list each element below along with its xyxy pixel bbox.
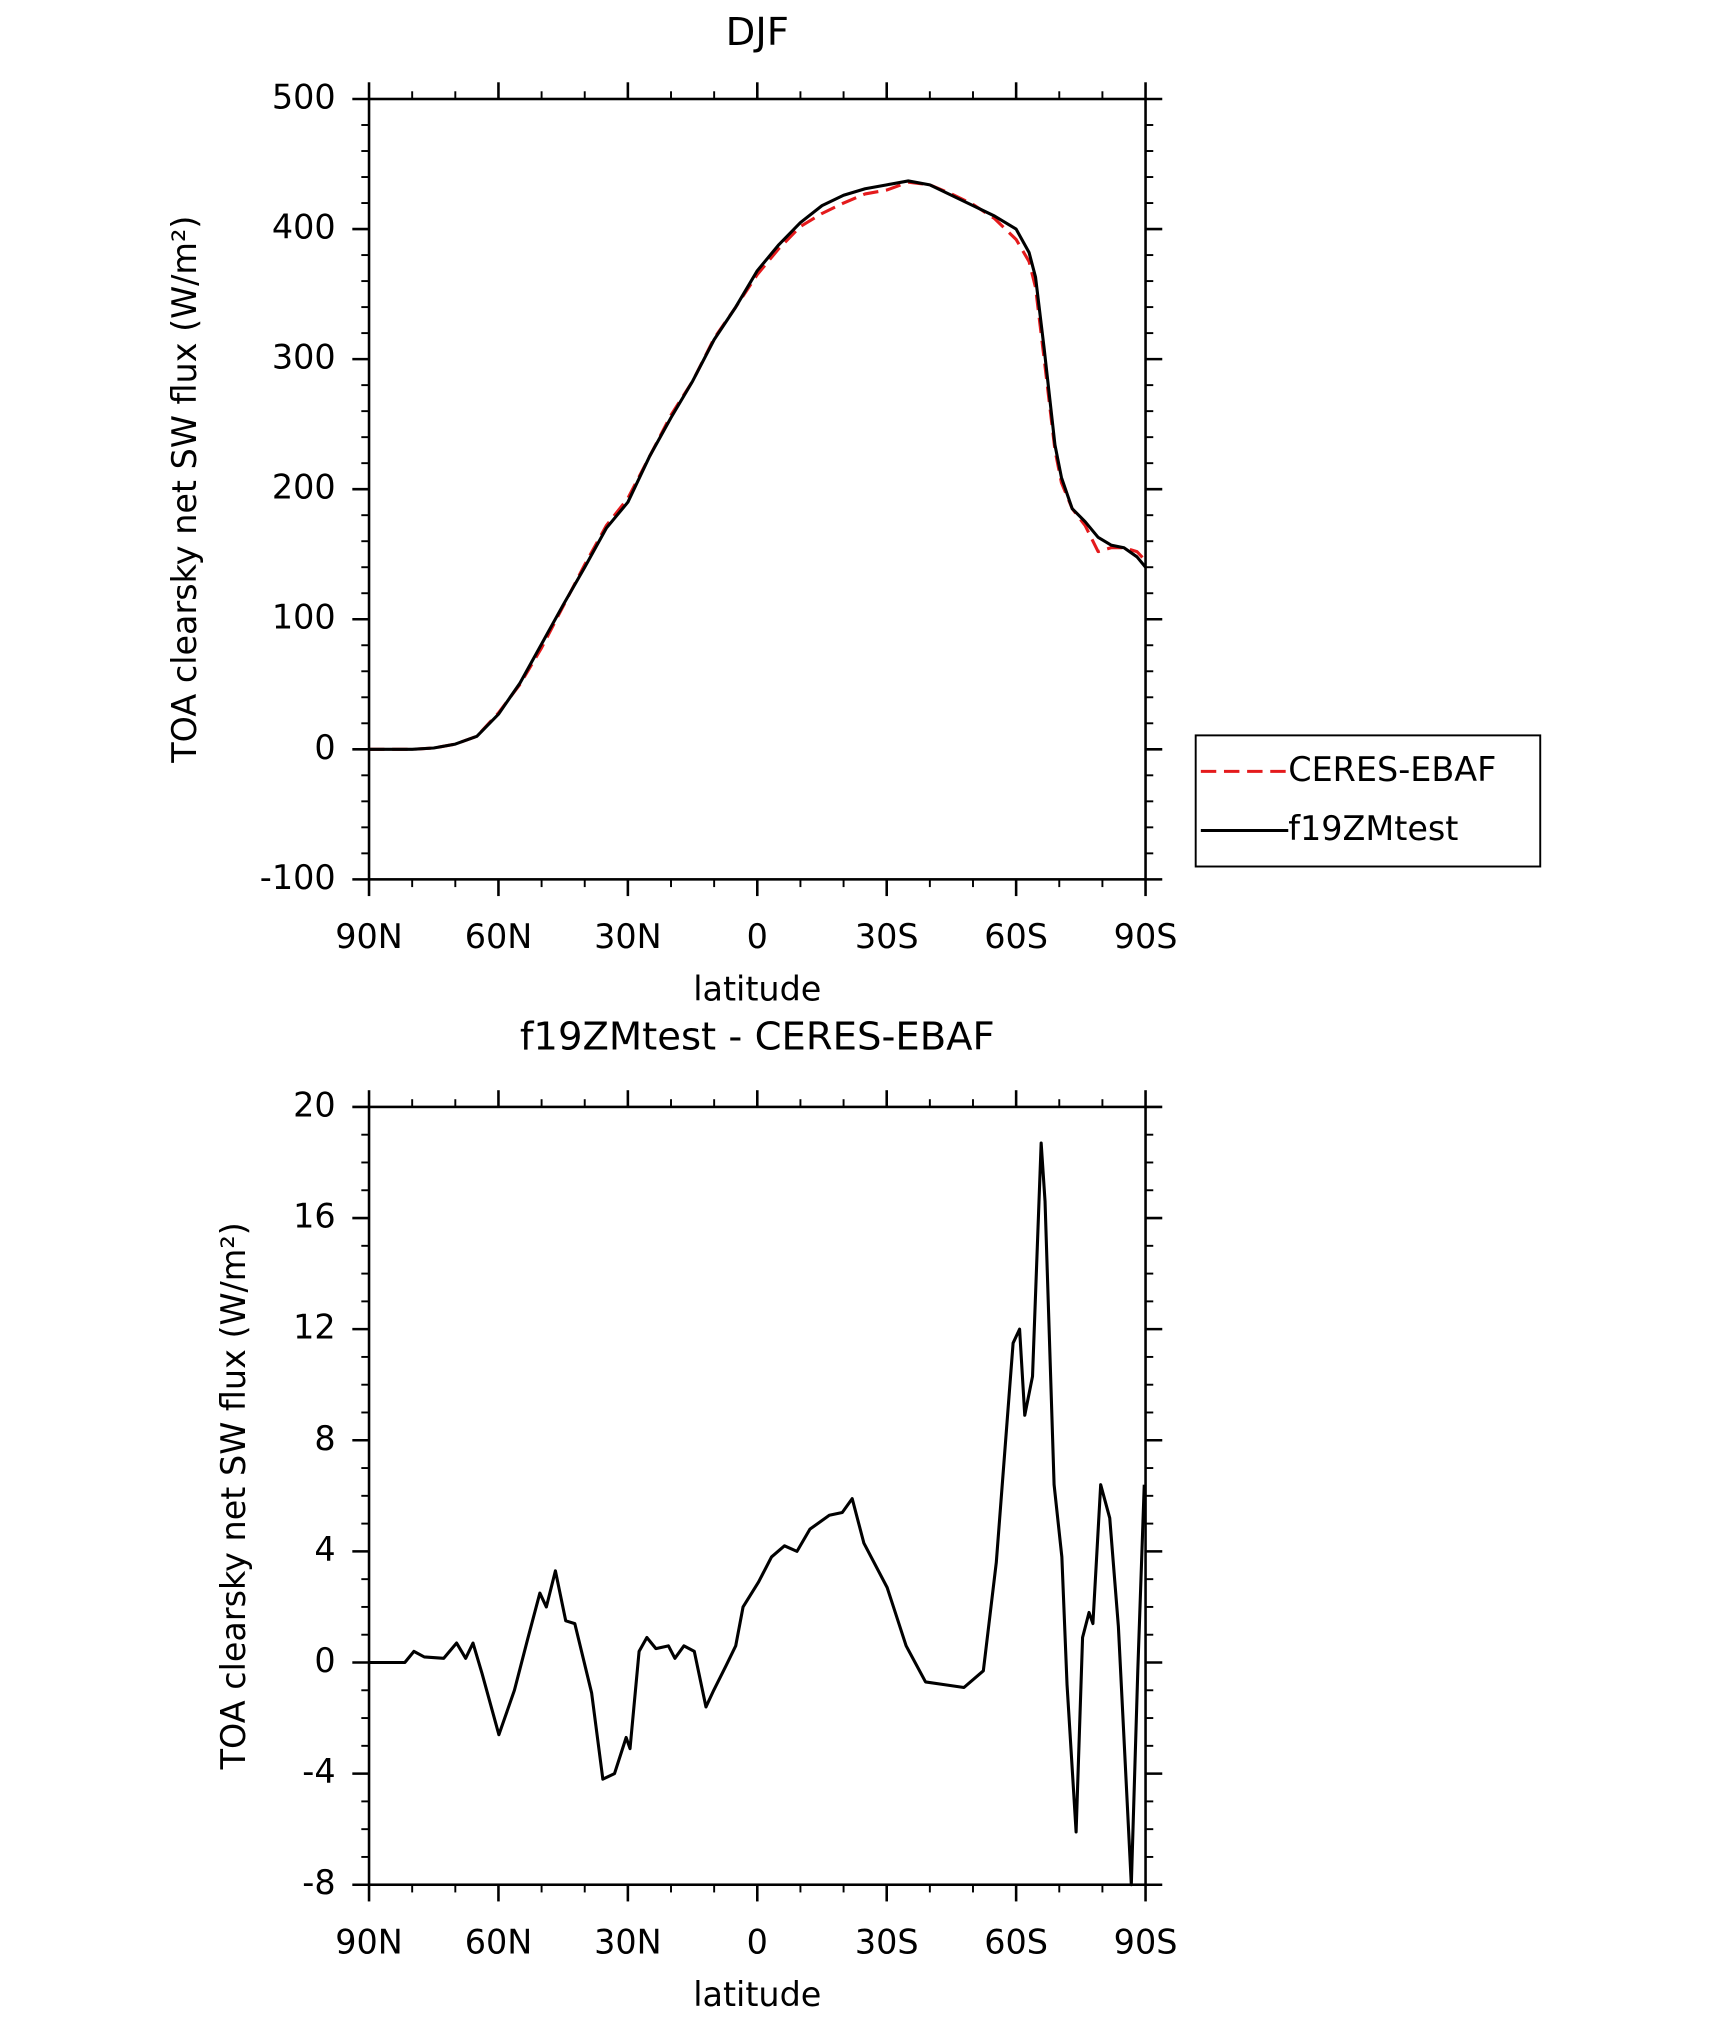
y-tick-label: -100 (260, 858, 336, 897)
x-tick-label: 60N (465, 1922, 533, 1961)
x-tick-label: 0 (747, 917, 768, 956)
y-tick-label: 200 (272, 468, 336, 507)
y-axis-label: TOA clearsky net SW flux (W/m²) (214, 1222, 253, 1770)
series-line (369, 180, 1147, 751)
y-tick-label: -4 (302, 1752, 335, 1791)
x-tick-label: 90N (335, 917, 403, 956)
x-tick-label: 30N (594, 1922, 662, 1961)
legend-label: CERES-EBAF (1288, 750, 1496, 789)
x-tick-label: 60S (984, 917, 1048, 956)
y-tick-label: -8 (302, 1863, 335, 1902)
x-tick-label: 30S (855, 917, 919, 956)
y-tick-label: 0 (314, 728, 335, 767)
x-tick-label: 30N (594, 917, 662, 956)
legend-box (1194, 734, 1542, 868)
y-tick-label: 20 (293, 1085, 336, 1124)
y-tick-label: 0 (314, 1641, 335, 1680)
x-tick-label: 90N (335, 1922, 403, 1961)
x-tick-label: 90S (1114, 1922, 1178, 1961)
y-tick-label: 500 (272, 77, 336, 116)
y-tick-label: 12 (293, 1308, 336, 1347)
y-tick-label: 100 (272, 598, 336, 637)
y-axis-label: TOA clearsky net SW flux (W/m²) (165, 216, 204, 764)
x-axis-label: latitude (693, 970, 821, 1009)
x-tick-label: 30S (855, 1922, 919, 1961)
x-tick-label: 90S (1114, 917, 1178, 956)
series-line (369, 179, 1147, 751)
chart-title: DJF (726, 10, 789, 55)
x-tick-label: 60S (984, 1922, 1048, 1961)
plot-frame (367, 1105, 1147, 1887)
x-tick-label: 0 (747, 1922, 768, 1961)
y-tick-label: 8 (314, 1419, 335, 1458)
plot-frame (367, 97, 1147, 881)
x-tick-label: 60N (465, 917, 533, 956)
y-tick-label: 16 (293, 1197, 336, 1236)
x-axis-label: latitude (693, 1975, 821, 2014)
legend-label: f19ZMtest (1288, 809, 1458, 848)
y-tick-label: 300 (272, 338, 336, 377)
chart-title: f19ZMtest - CERES-EBAF (520, 1014, 995, 1059)
y-tick-label: 400 (272, 208, 336, 247)
y-tick-label: 4 (314, 1530, 335, 1569)
series-line (369, 1141, 1146, 1887)
